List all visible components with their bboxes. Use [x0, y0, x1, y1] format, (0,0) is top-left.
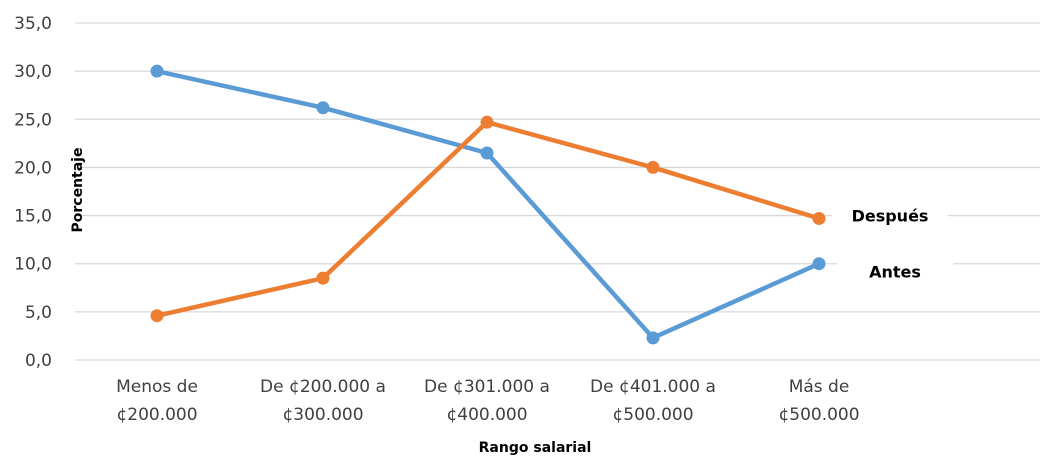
x-tick-label: De ¢401.000 a ¢500.000: [590, 377, 716, 425]
data-point-antes: [812, 257, 826, 271]
x-tick-label-line: Menos de: [116, 377, 198, 397]
data-point-después: [150, 309, 164, 323]
x-tick-label: De ¢301.000 a ¢400.000: [424, 377, 550, 425]
y-axis-ticks: 0,0 5,0 10,0 15,0 20,0 25,0 30,0 35,0: [14, 14, 52, 371]
y-tick-label: 30,0: [14, 62, 52, 82]
x-axis-title: Rango salarial: [479, 440, 592, 456]
y-tick-label: 35,0: [14, 14, 52, 34]
data-point-después: [646, 160, 660, 174]
series-label-después: Después: [852, 207, 929, 226]
data-point-antes: [480, 146, 494, 160]
x-tick-label-line: De ¢301.000 a: [424, 377, 550, 397]
y-axis-title: Porcentaje: [70, 148, 86, 233]
series-labels: Antes Después: [832, 201, 953, 286]
data-point-antes: [316, 101, 330, 115]
x-tick-label-line: ¢500.000: [778, 405, 859, 425]
x-tick-label-line: ¢400.000: [446, 405, 527, 425]
data-point-después: [480, 115, 494, 129]
y-tick-label: 20,0: [14, 158, 52, 178]
x-tick-label-line: ¢500.000: [612, 405, 693, 425]
y-tick-label: 10,0: [14, 255, 52, 275]
series-label-bg: [837, 257, 953, 286]
x-tick-label-line: De ¢401.000 a: [590, 377, 716, 397]
data-point-después: [316, 271, 330, 285]
x-tick-label-line: Más de: [789, 377, 850, 397]
x-tick-label-line: De ¢200.000 a: [260, 377, 386, 397]
y-tick-label: 5,0: [25, 303, 52, 323]
x-tick-label-line: ¢300.000: [282, 405, 363, 425]
y-tick-label: 0,0: [25, 351, 52, 371]
x-tick-label: Menos de ¢200.000: [116, 377, 198, 425]
x-tick-label: De ¢200.000 a ¢300.000: [260, 377, 386, 425]
series-label-antes: Antes: [869, 263, 921, 282]
data-point-antes: [150, 64, 164, 78]
y-tick-label: 15,0: [14, 207, 52, 227]
y-tick-label: 25,0: [14, 110, 52, 130]
series-label-bg: [832, 201, 948, 230]
series-line-antes: [154, 68, 822, 341]
data-point-después: [812, 211, 826, 225]
x-tick-label: Más de ¢500.000: [778, 377, 859, 425]
series-layer: [150, 64, 826, 345]
data-point-antes: [646, 331, 660, 345]
x-tick-label-line: ¢200.000: [116, 405, 197, 425]
gridlines: [75, 22, 1040, 361]
